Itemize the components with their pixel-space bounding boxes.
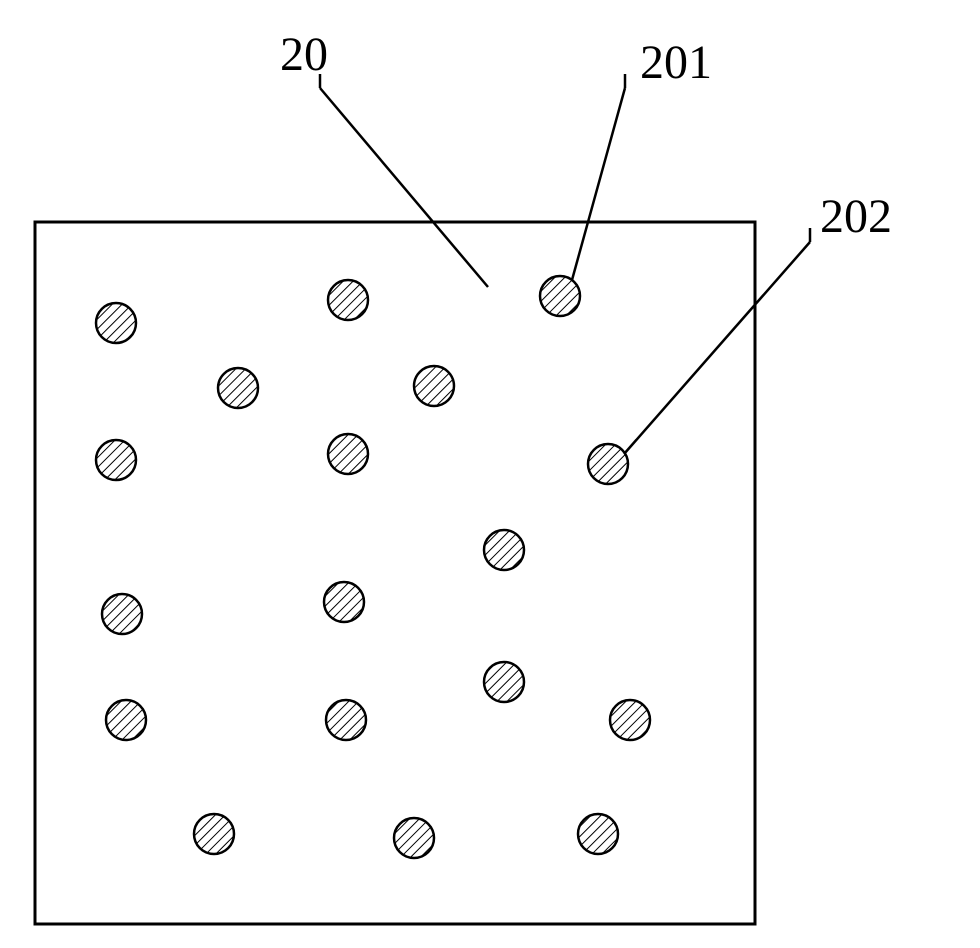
particle-dot (484, 662, 524, 702)
particle-dot (106, 700, 146, 740)
particle-dot (610, 700, 650, 740)
label-20: 20 (280, 28, 328, 81)
label-202: 202 (820, 190, 892, 243)
particle-dot (324, 582, 364, 622)
substrate-box (35, 222, 755, 924)
particle-dot (578, 814, 618, 854)
particle-dot (218, 368, 258, 408)
particle-dot (328, 280, 368, 320)
particle-dot (102, 594, 142, 634)
particle-dot (414, 366, 454, 406)
particle-dot (484, 530, 524, 570)
particle-dot (96, 440, 136, 480)
particle-dot (96, 303, 136, 343)
particle-dot (326, 700, 366, 740)
particle-dot (328, 434, 368, 474)
particle-dot (588, 444, 628, 484)
label-201: 201 (640, 36, 712, 89)
particle-dot (394, 818, 434, 858)
particle-dot (194, 814, 234, 854)
particle-dot (540, 276, 580, 316)
